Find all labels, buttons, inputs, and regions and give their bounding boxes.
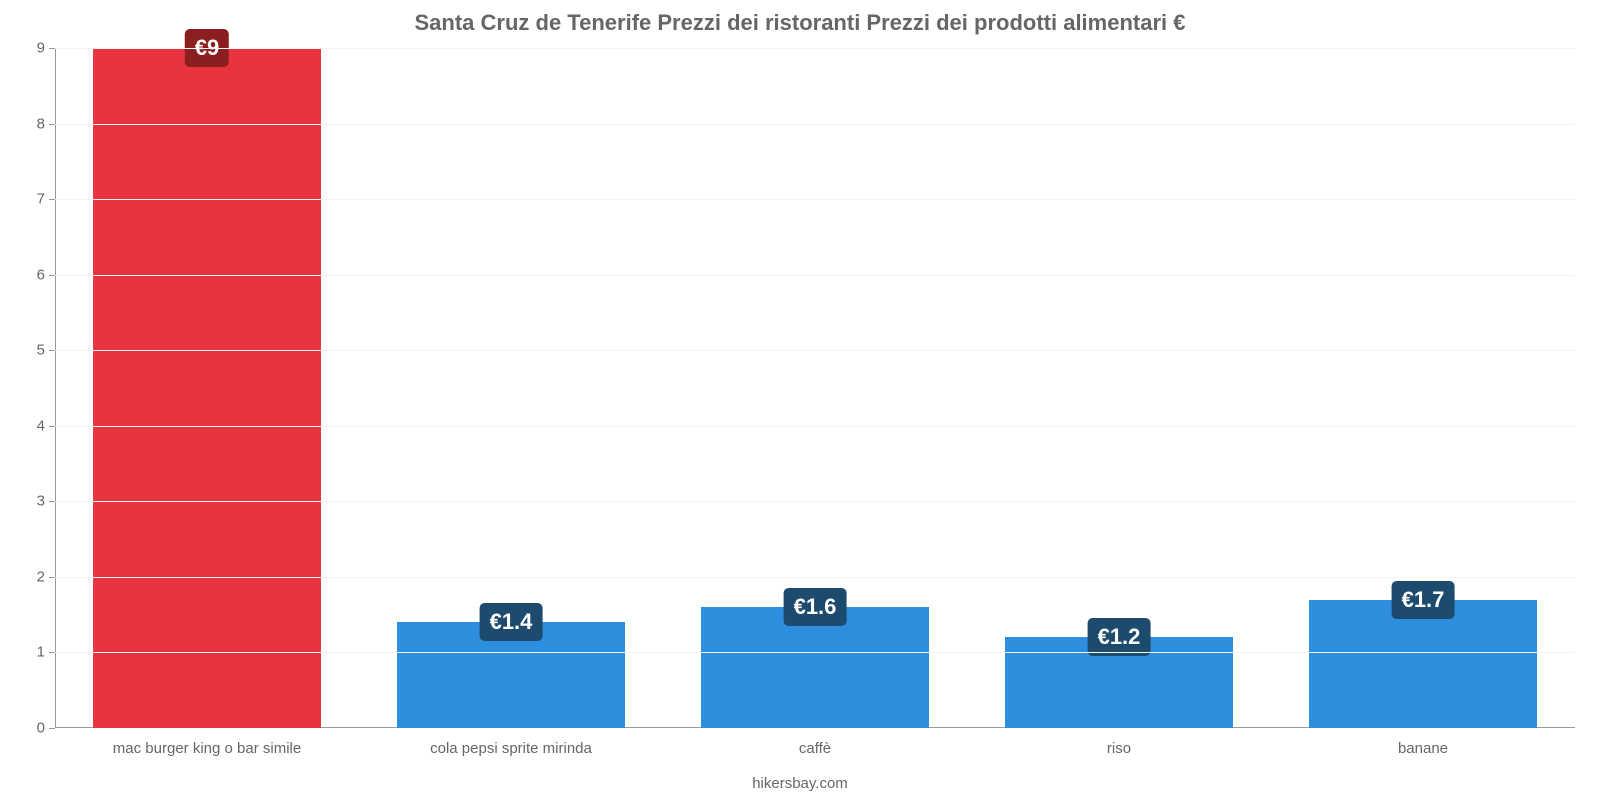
bar: €1.6 — [701, 607, 929, 728]
attribution-text: hikersbay.com — [0, 775, 1600, 792]
y-tick-mark — [49, 426, 55, 427]
y-tick-mark — [49, 501, 55, 502]
y-tick-label: 4 — [37, 417, 45, 434]
bar-slot: €9mac burger king o bar simile — [55, 48, 359, 728]
chart-container: Santa Cruz de Tenerife Prezzi dei ristor… — [0, 0, 1600, 800]
grid-line — [55, 124, 1575, 125]
bar-slot: €1.6caffè — [663, 48, 967, 728]
y-tick-label: 1 — [37, 644, 45, 661]
bar-slot: €1.7banane — [1271, 48, 1575, 728]
y-tick-label: 5 — [37, 342, 45, 359]
bar: €1.2 — [1005, 637, 1233, 728]
y-tick-label: 9 — [37, 40, 45, 57]
grid-line — [55, 577, 1575, 578]
x-category-label: caffè — [799, 740, 831, 757]
y-tick-mark — [49, 652, 55, 653]
y-tick-label: 3 — [37, 493, 45, 510]
y-tick-mark — [49, 124, 55, 125]
plot-area: €9mac burger king o bar simile€1.4cola p… — [55, 48, 1575, 728]
bar: €1.7 — [1309, 600, 1537, 728]
value-badge: €1.4 — [480, 603, 543, 641]
y-tick-mark — [49, 577, 55, 578]
y-tick-mark — [49, 350, 55, 351]
value-badge: €1.2 — [1088, 618, 1151, 656]
bar-slot: €1.2riso — [967, 48, 1271, 728]
chart-title: Santa Cruz de Tenerife Prezzi dei ristor… — [0, 0, 1600, 36]
y-tick-label: 6 — [37, 266, 45, 283]
x-category-label: banane — [1398, 740, 1448, 757]
y-tick-mark — [49, 728, 55, 729]
y-tick-label: 0 — [37, 720, 45, 737]
y-tick-label: 8 — [37, 115, 45, 132]
grid-line — [55, 350, 1575, 351]
grid-line — [55, 426, 1575, 427]
value-badge: €1.6 — [784, 588, 847, 626]
x-category-label: riso — [1107, 740, 1131, 757]
y-tick-mark — [49, 199, 55, 200]
bar: €1.4 — [397, 622, 625, 728]
bar-slot: €1.4cola pepsi sprite mirinda — [359, 48, 663, 728]
bar: €9 — [93, 48, 321, 728]
grid-line — [55, 652, 1575, 653]
x-category-label: cola pepsi sprite mirinda — [430, 740, 592, 757]
value-badge: €1.7 — [1392, 581, 1455, 619]
grid-line — [55, 48, 1575, 49]
x-category-label: mac burger king o bar simile — [113, 740, 301, 757]
y-tick-label: 2 — [37, 568, 45, 585]
grid-line — [55, 501, 1575, 502]
grid-line — [55, 275, 1575, 276]
bars-row: €9mac burger king o bar simile€1.4cola p… — [55, 48, 1575, 728]
grid-line — [55, 199, 1575, 200]
y-tick-label: 7 — [37, 191, 45, 208]
y-tick-mark — [49, 48, 55, 49]
y-tick-mark — [49, 275, 55, 276]
